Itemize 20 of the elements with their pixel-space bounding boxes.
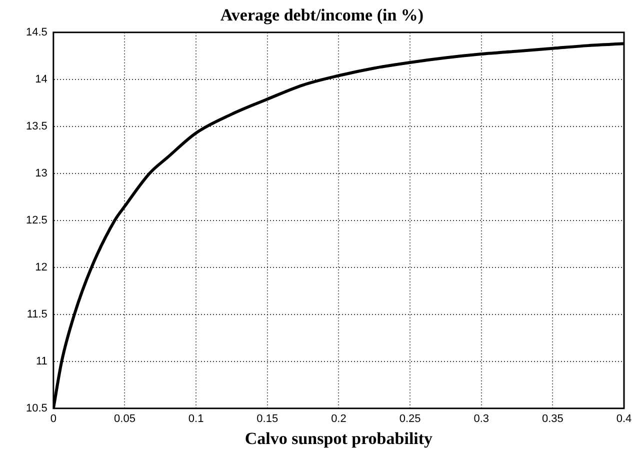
y-tick-label: 10.5 <box>26 402 48 414</box>
x-tick-label: 0.25 <box>399 413 421 426</box>
x-tick-label: 0.1 <box>188 413 204 426</box>
y-tick-label: 13 <box>35 167 48 180</box>
x-tick-label: 0.15 <box>256 413 278 426</box>
x-tick-label: 0.3 <box>474 413 489 426</box>
x-tick-label: 0.2 <box>331 413 346 426</box>
x-tick-label: 0 <box>50 413 56 426</box>
y-tick-label: 11 <box>36 355 48 368</box>
x-tick-label: 0.35 <box>542 413 564 426</box>
x-axis-title: Calvo sunspot probability <box>244 429 434 448</box>
y-tick-label: 12 <box>35 261 48 274</box>
y-tick-label: 14 <box>35 73 48 86</box>
y-tick-label: 11.5 <box>26 308 48 320</box>
y-tick-label: 14.5 <box>26 26 48 38</box>
x-tick-label: 0.4 <box>616 413 632 426</box>
chart-title: Average debt/income (in %) <box>220 6 424 25</box>
y-tick-label: 12.5 <box>26 214 48 226</box>
x-tick-label: 0.05 <box>114 413 136 426</box>
y-tick-label: 13.5 <box>26 120 48 132</box>
